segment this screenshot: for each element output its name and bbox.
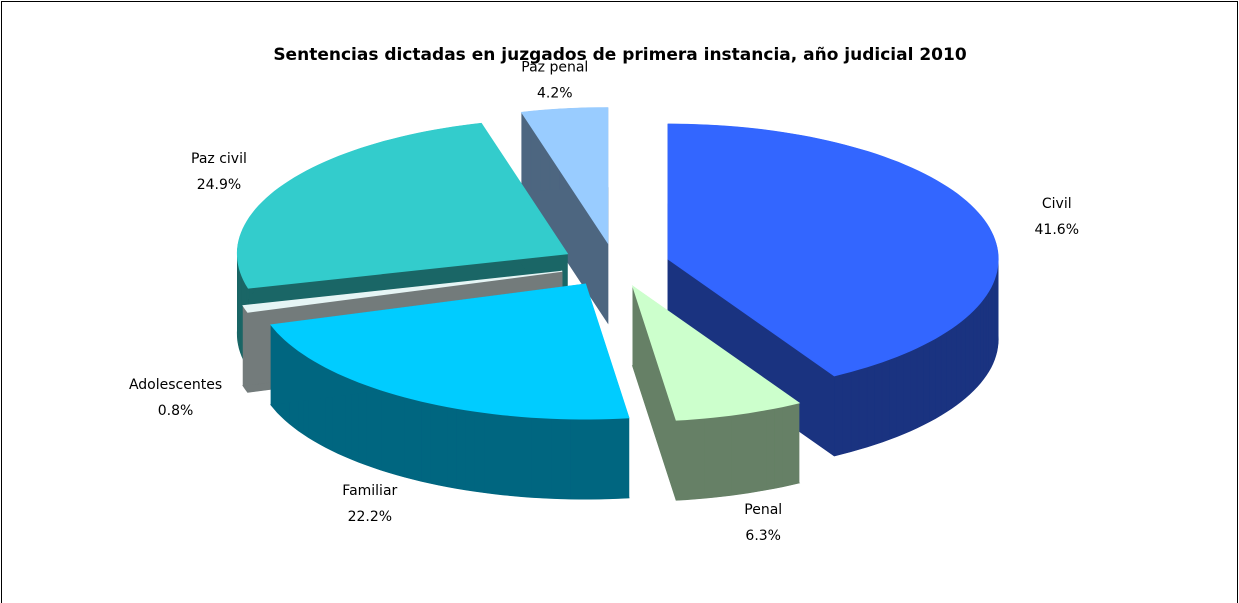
slice-side xyxy=(946,327,952,413)
slice-side xyxy=(923,341,930,426)
slice-side xyxy=(874,361,883,445)
slice-side xyxy=(983,294,987,380)
slice-side xyxy=(404,396,414,480)
slice-side xyxy=(579,418,591,500)
slice-side xyxy=(483,412,494,494)
slice-side xyxy=(765,408,775,491)
slice-side xyxy=(465,409,475,492)
slice-side xyxy=(896,353,904,437)
slice-side xyxy=(492,413,503,495)
slice-side xyxy=(748,411,758,493)
slice-side xyxy=(589,418,600,500)
slice-top xyxy=(520,107,609,245)
slice-side xyxy=(521,416,532,498)
slice-side xyxy=(935,334,942,419)
slice-side xyxy=(703,417,714,499)
slice-label: Civil xyxy=(1042,196,1072,212)
slice-side xyxy=(850,368,860,452)
slice-side xyxy=(965,313,970,399)
slice-side xyxy=(881,358,890,443)
slice-side xyxy=(447,406,457,489)
slice-side xyxy=(456,407,466,490)
slice-side xyxy=(694,417,705,500)
slice-side xyxy=(474,410,485,493)
slice-side xyxy=(675,419,686,501)
slice-side xyxy=(889,356,897,440)
slice-side xyxy=(774,406,783,489)
slice-side xyxy=(365,384,374,468)
slice-label: Paz penal xyxy=(521,59,588,75)
slice-side xyxy=(358,381,367,466)
slice-side xyxy=(842,371,852,455)
slice-side xyxy=(985,290,989,377)
slice-side xyxy=(438,404,448,487)
slice-side xyxy=(956,320,962,406)
slice-side xyxy=(980,298,984,384)
slice-top xyxy=(236,122,569,289)
slice-side xyxy=(969,309,974,395)
slice xyxy=(270,283,630,500)
slice-side xyxy=(739,412,749,495)
slice-side xyxy=(511,415,522,497)
slice-side xyxy=(550,417,561,499)
slice-value-label: 24.9% xyxy=(197,177,241,193)
slice-side xyxy=(531,416,542,499)
slice-label: Familiar xyxy=(342,483,397,499)
slice-top xyxy=(242,270,563,313)
slice-side xyxy=(916,344,924,429)
slice-label: Adolescentes xyxy=(129,377,222,393)
slice-value-label: 4.2% xyxy=(537,85,573,101)
slice-side xyxy=(429,402,439,486)
slice-side xyxy=(685,418,695,500)
slice-side xyxy=(940,331,947,416)
slice-side xyxy=(396,394,405,478)
slice-side xyxy=(721,414,732,497)
slice-side xyxy=(599,418,610,500)
slice-side xyxy=(973,306,978,392)
slice-top xyxy=(667,123,999,377)
slice-side xyxy=(560,418,571,500)
chart-title: Sentencias dictadas en juzgados de prime… xyxy=(273,45,967,65)
slice-side xyxy=(960,317,966,402)
slice-value-label: 0.8% xyxy=(158,403,194,419)
slice-side xyxy=(380,389,389,473)
slice-side xyxy=(782,404,792,487)
slice-label: Penal xyxy=(744,502,782,518)
slice-side xyxy=(730,413,740,496)
slice-side xyxy=(421,400,431,484)
slice-top xyxy=(270,283,630,420)
slice-side xyxy=(910,347,918,432)
slice-side xyxy=(951,324,957,409)
slice-side xyxy=(570,418,581,500)
slice xyxy=(631,285,801,501)
slice-value-label: 6.3% xyxy=(745,528,781,544)
slice-value-label: 22.2% xyxy=(348,509,392,525)
slice-side xyxy=(976,302,981,388)
slice-side xyxy=(903,350,911,435)
slice-side xyxy=(388,391,397,475)
slice-side xyxy=(866,364,875,448)
slice-side xyxy=(790,402,800,486)
slice-side xyxy=(990,283,993,368)
slice-side xyxy=(618,417,630,499)
slice-top xyxy=(631,285,801,421)
slice-side xyxy=(712,416,723,498)
slice-side xyxy=(540,417,552,499)
slice-side xyxy=(834,373,843,457)
slice-side xyxy=(988,286,992,373)
slice-label: Paz civil xyxy=(191,151,247,167)
slice-side xyxy=(609,418,620,499)
slice-side xyxy=(412,398,422,482)
slice-side xyxy=(756,409,767,492)
slice-value-label: 41.6% xyxy=(1035,222,1079,238)
slice-side xyxy=(372,386,382,471)
slice-side xyxy=(858,366,868,450)
slice-side xyxy=(502,414,513,496)
slice-side xyxy=(929,337,936,423)
